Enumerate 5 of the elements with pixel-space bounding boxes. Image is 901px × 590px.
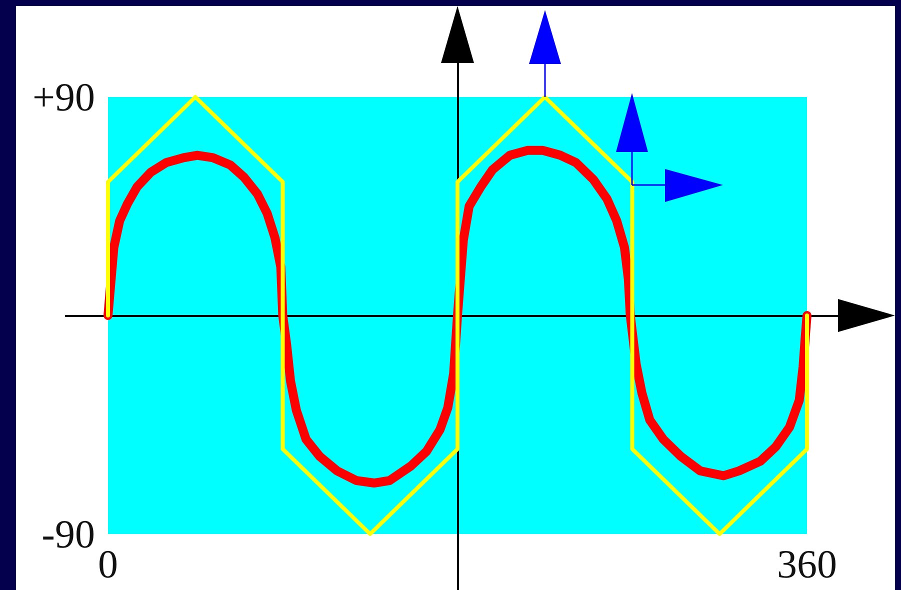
line-series	[106, 95, 809, 536]
x-tick-label: 360	[777, 542, 837, 586]
x-tick-label: 0	[98, 542, 118, 586]
y-tick-label: -90	[42, 512, 95, 556]
y-tick-label: +90	[32, 74, 95, 120]
